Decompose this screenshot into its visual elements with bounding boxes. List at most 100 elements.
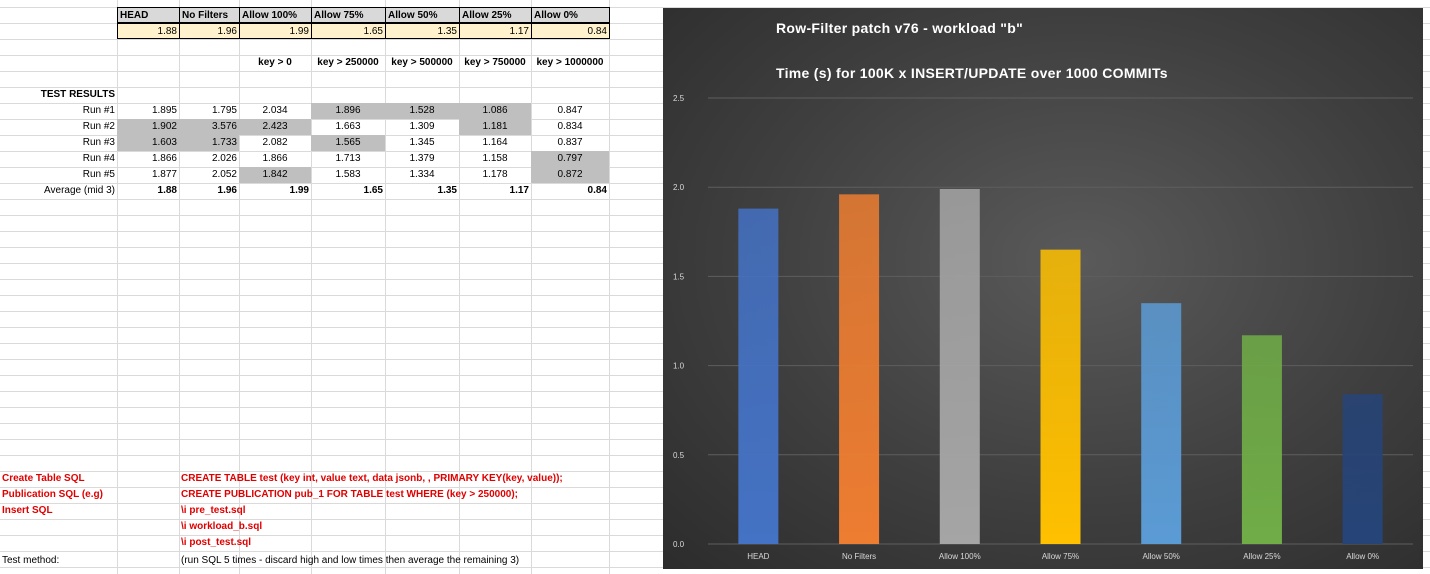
publication-label[interactable]: Publication SQL (e.g) [2,489,103,500]
x-tick-label: No Filters [842,552,876,561]
column-gridline [179,0,180,574]
average-value-cell[interactable]: 1.88 [157,185,177,196]
run-label-cell[interactable]: Run #4 [82,153,115,164]
average-value-cell[interactable]: 1.99 [289,185,309,196]
summary-value-cell[interactable]: 1.35 [385,23,460,39]
run-value-cell[interactable]: 1.795 [211,105,237,116]
insert-label[interactable]: Insert SQL [2,505,53,516]
bar-chart[interactable]: Row-Filter patch v76 - workload "b" Time… [663,8,1423,569]
chart-plot: 0.0 0.5 1.0 1.5 2.0 2.5 HEAD No Filters Allow 10… [673,94,1413,561]
column-gridline [311,0,312,574]
key-label-cell[interactable]: key > 750000 [464,57,526,68]
run-value-cell[interactable]: 1.902 [117,119,179,135]
average-value-cell[interactable]: 1.65 [363,185,383,196]
create-table-sql[interactable]: CREATE TABLE test (key int, value text, … [181,473,563,484]
header-cell[interactable]: Allow 50% [385,7,460,23]
header-cell[interactable]: Allow 75% [311,7,386,23]
run-value-cell[interactable]: 1.896 [311,103,385,119]
average-label-cell[interactable]: Average (mid 3) [44,185,115,196]
run-label-cell[interactable]: Run #2 [82,121,115,132]
create-table-label[interactable]: Create Table SQL [2,473,85,484]
run-value-cell[interactable]: 2.026 [211,153,237,164]
summary-value-cell[interactable]: 1.65 [311,23,386,39]
key-label-cell[interactable]: key > 1000000 [536,57,604,68]
run-value-cell[interactable]: 1.086 [459,103,531,119]
run-value-cell[interactable]: 0.834 [557,121,583,132]
bar-allow-100-[interactable] [939,188,980,544]
run-value-cell[interactable]: 0.872 [531,167,609,183]
header-cell[interactable]: Allow 100% [239,7,312,23]
column-gridline [459,0,460,574]
average-value-cell[interactable]: 1.17 [509,185,529,196]
header-cell[interactable]: No Filters [179,7,240,23]
header-cell[interactable]: Allow 0% [531,7,610,23]
run-label-cell[interactable]: Run #1 [82,105,115,116]
insert-sql-line[interactable]: \i workload_b.sql [181,521,263,532]
run-value-cell[interactable]: 1.309 [409,121,435,132]
bar-head[interactable] [738,208,779,544]
x-tick-label: Allow 75% [1042,552,1079,561]
key-label-cell[interactable]: key > 250000 [317,57,379,68]
run-label-cell[interactable]: Run #5 [82,169,115,180]
run-value-cell[interactable]: 0.847 [557,105,583,116]
chart-subtitle: Time (s) for 100K x INSERT/UPDATE over 1… [776,65,1168,81]
run-value-cell[interactable]: 2.052 [211,169,237,180]
run-value-cell[interactable]: 1.866 [151,153,177,164]
run-value-cell[interactable]: 1.334 [409,169,435,180]
run-value-cell[interactable]: 1.181 [459,119,531,135]
run-value-cell[interactable]: 1.345 [409,137,435,148]
run-value-cell[interactable]: 1.603 [117,135,179,151]
run-value-cell[interactable]: 1.842 [239,167,311,183]
summary-value-cell[interactable]: 1.96 [179,23,240,39]
column-gridline [239,0,240,574]
run-value-cell[interactable]: 3.576 [179,119,239,135]
average-value-cell[interactable]: 1.35 [437,185,457,196]
bar-allow-0-[interactable] [1342,394,1383,544]
bar-allow-25-[interactable] [1241,335,1282,544]
run-value-cell[interactable]: 1.158 [482,153,508,164]
run-value-cell[interactable]: 0.797 [531,151,609,167]
run-value-cell[interactable]: 1.164 [482,137,508,148]
header-cell[interactable]: HEAD [117,7,180,23]
y-tick-label: 0.5 [673,451,685,460]
run-value-cell[interactable]: 2.034 [262,105,288,116]
x-tick-label: Allow 0% [1346,552,1379,561]
bar-no-filters[interactable] [839,194,880,544]
average-value-cell[interactable]: 0.84 [587,185,607,196]
run-value-cell[interactable]: 1.178 [482,169,508,180]
run-value-cell[interactable]: 1.866 [262,153,288,164]
x-tick-label: HEAD [747,552,769,561]
run-value-cell[interactable]: 1.895 [151,105,177,116]
run-value-cell[interactable]: 1.565 [311,135,385,151]
run-value-cell[interactable]: 2.082 [262,137,288,148]
y-tick-label: 1.5 [673,272,685,281]
y-tick-label: 1.0 [673,362,685,371]
summary-value-cell[interactable]: 1.88 [117,23,180,39]
test-method-label[interactable]: Test method: [2,555,60,566]
run-value-cell[interactable]: 1.733 [179,135,239,151]
run-value-cell[interactable]: 1.379 [409,153,435,164]
key-label-cell[interactable]: key > 0 [258,57,292,68]
summary-value-cell[interactable]: 0.84 [531,23,610,39]
run-value-cell[interactable]: 1.663 [335,121,361,132]
summary-value-cell[interactable]: 1.17 [459,23,532,39]
bar-allow-75-[interactable] [1040,249,1081,544]
summary-value-cell[interactable]: 1.99 [239,23,312,39]
publication-sql[interactable]: CREATE PUBLICATION pub_1 FOR TABLE test … [181,489,518,500]
column-gridline [117,0,118,574]
insert-sql-line[interactable]: \i pre_test.sql [181,505,246,516]
key-label-cell[interactable]: key > 500000 [391,57,453,68]
run-value-cell[interactable]: 1.877 [151,169,177,180]
insert-sql-line[interactable]: \i post_test.sql [181,537,252,548]
run-value-cell[interactable]: 1.713 [335,153,361,164]
run-value-cell[interactable]: 1.528 [385,103,459,119]
run-label-cell[interactable]: Run #3 [82,137,115,148]
run-value-cell[interactable]: 2.423 [239,119,311,135]
header-cell[interactable]: Allow 25% [459,7,532,23]
test-method-text[interactable]: (run SQL 5 times - discard high and low … [181,555,520,566]
bar-allow-50-[interactable] [1141,303,1182,544]
run-value-cell[interactable]: 0.837 [557,137,583,148]
run-value-cell[interactable]: 1.583 [335,169,361,180]
average-value-cell[interactable]: 1.96 [217,185,237,196]
test-results-title: TEST RESULTS [40,89,115,100]
